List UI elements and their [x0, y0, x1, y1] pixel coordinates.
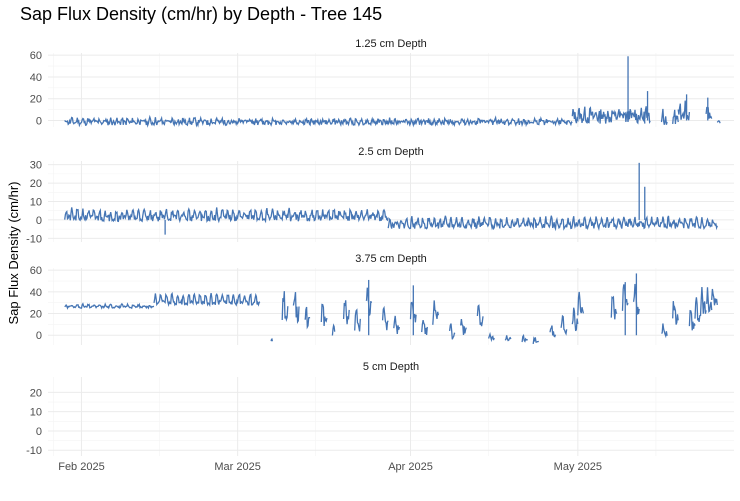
- facet-panel: 2.5 cm Depth -10 0 10 20 30: [26, 146, 734, 245]
- series-segment: [672, 301, 679, 325]
- series-segment: [705, 106, 713, 119]
- series-line: [64, 207, 389, 224]
- facet-panel: 5 cm Depth -10 0 10 20: [26, 361, 734, 457]
- series-line: [387, 215, 718, 232]
- series-line: [231, 115, 573, 128]
- y-tick-label: 40: [30, 72, 42, 84]
- chart-title: Sap Flux Density (cm/hr) by Depth - Tree…: [20, 4, 382, 24]
- y-tick-label: 20: [30, 387, 42, 399]
- facets-group: 1.25 cm Depth 0 20 40 60 2.5 cm Depth -10 0 10 20…: [26, 38, 734, 473]
- series-segment: [661, 323, 668, 339]
- series-segment: [342, 300, 350, 325]
- series-segment: [549, 325, 557, 338]
- series-segment: [476, 304, 484, 327]
- series-segment: [571, 307, 579, 332]
- y-axis-label: Sap Flux Density (cm/hr): [6, 181, 21, 324]
- y-tick-label: 0: [36, 215, 42, 227]
- series-segment: [393, 315, 401, 334]
- y-tick-label: 60: [30, 265, 42, 277]
- y-tick-label: 20: [30, 309, 42, 321]
- y-tick-label: 0: [36, 426, 42, 438]
- y-tick-label: -10: [26, 445, 42, 457]
- y-tick-label: 20: [30, 94, 42, 106]
- series-line: [64, 114, 233, 128]
- series-segment: [504, 335, 512, 342]
- series-segment: [448, 323, 456, 340]
- y-tick-label: 20: [30, 178, 42, 190]
- x-tick-label: Apr 2025: [388, 461, 433, 473]
- series-segment: [304, 306, 311, 330]
- series-segment: [560, 314, 568, 336]
- facet-title: 2.5 cm Depth: [358, 146, 423, 158]
- y-tick-label: 10: [30, 407, 42, 419]
- series-segment: [487, 331, 495, 343]
- facet-panel: 3.75 cm Depth 0 20 40 60: [30, 253, 734, 345]
- x-tick-label: Mar 2025: [214, 461, 260, 473]
- series-segment: [660, 108, 668, 125]
- facet-panel: 1.25 cm Depth 0 20 40 60: [30, 38, 734, 128]
- y-tick-label: -10: [26, 233, 42, 245]
- x-tick-label: Feb 2025: [58, 461, 104, 473]
- series-segment: [331, 323, 336, 336]
- y-tick-label: 0: [36, 115, 42, 127]
- series-segment: [270, 337, 274, 342]
- series-segment: [677, 100, 691, 121]
- series-segment: [577, 291, 585, 316]
- y-tick-label: 0: [36, 330, 42, 342]
- series-segment: [688, 309, 696, 331]
- series-segment: [706, 287, 713, 313]
- series-segment: [532, 336, 539, 344]
- series-segment: [521, 333, 529, 343]
- series-segment: [432, 300, 440, 325]
- series-segment: [711, 288, 718, 306]
- y-tick-label: 40: [30, 287, 42, 299]
- series-segment: [421, 319, 428, 335]
- series-segment: [694, 297, 701, 323]
- series-segment: [716, 120, 721, 124]
- series-segment: [281, 291, 289, 323]
- series-segment: [381, 305, 389, 331]
- series-segment: [672, 109, 679, 125]
- series-segment: [460, 319, 467, 336]
- x-tick-label: May 2025: [554, 461, 602, 473]
- series-line: [571, 106, 646, 125]
- y-tick-label: 60: [30, 50, 42, 62]
- facet-title: 5 cm Depth: [363, 361, 419, 373]
- y-tick-label: 30: [30, 160, 42, 172]
- series-segment: [354, 308, 361, 332]
- series-segment: [320, 303, 328, 327]
- y-tick-label: 10: [30, 197, 42, 209]
- series-line: [153, 291, 261, 308]
- series-segment: [610, 295, 618, 320]
- facet-title: 3.75 cm Depth: [355, 253, 427, 265]
- series-segment: [292, 292, 300, 324]
- series-line: [64, 302, 155, 310]
- series-segment: [699, 286, 707, 317]
- facet-title: 1.25 cm Depth: [355, 38, 427, 50]
